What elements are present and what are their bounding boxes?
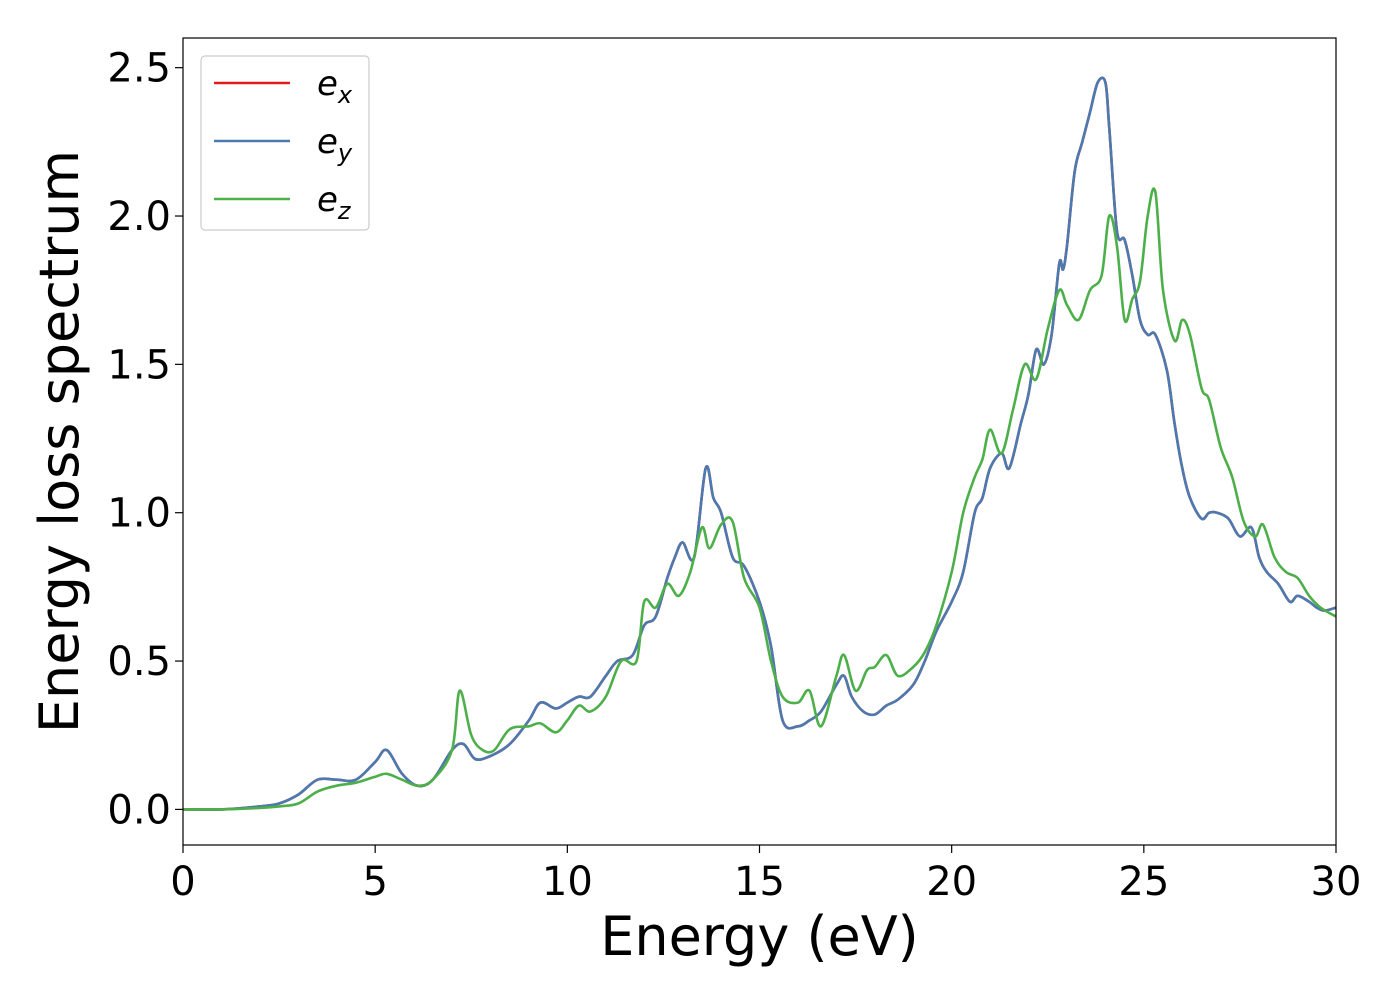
x-tick-label: 25	[1118, 859, 1169, 905]
y-axis-ticks: 0.0 0.5 1.0 1.5 2.0 2.5	[107, 46, 183, 833]
x-tick-label: 20	[926, 859, 977, 905]
x-axis-label: Energy (eV)	[600, 905, 919, 968]
series-layer	[183, 76, 1336, 811]
x-tick-label: 15	[734, 859, 785, 905]
y-tick-label: 0.5	[107, 639, 171, 685]
x-tick-label: 10	[542, 859, 593, 905]
series-line-z	[183, 187, 1336, 811]
x-tick-label: 5	[362, 859, 387, 905]
x-tick-label: 30	[1311, 859, 1362, 905]
legend-box	[200, 55, 370, 231]
legend-label-y: ey	[317, 122, 353, 167]
series-line-y	[183, 76, 1336, 811]
y-tick-label: 2.0	[107, 194, 171, 240]
y-tick-label: 2.5	[107, 46, 171, 92]
y-axis-label: Energy loss spectrum	[28, 150, 91, 733]
y-tick-label: 0.0	[107, 787, 171, 833]
x-axis-ticks: 0 5 10 15 20 25 30	[170, 845, 1361, 905]
y-tick-label: 1.0	[107, 491, 171, 537]
x-tick-label: 0	[170, 859, 195, 905]
legend: ex ey ez	[200, 55, 370, 231]
legend-label-x: ex	[317, 64, 353, 109]
y-tick-label: 1.5	[107, 342, 171, 388]
legend-label-z: ez	[317, 180, 352, 225]
